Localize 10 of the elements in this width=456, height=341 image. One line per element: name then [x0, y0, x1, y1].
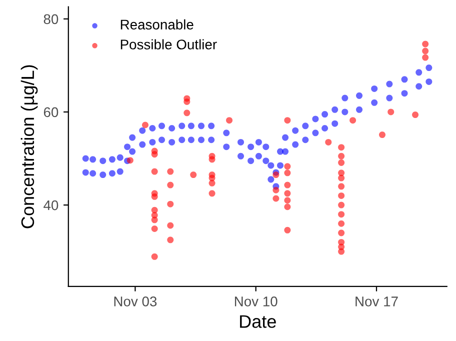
- x-tick-label: Nov 17: [356, 296, 398, 306]
- x-tick-label: Nov 10: [234, 296, 278, 306]
- x-axis-title: Date: [240, 315, 276, 328]
- legend-label: Possible Outlier: [120, 39, 217, 50]
- x-tick-label: Nov 03: [114, 296, 157, 306]
- legend-label: Reasonable: [120, 19, 194, 30]
- y-tick-label: 80: [44, 14, 58, 24]
- y-axis-title: Concentration (µg/L): [20, 65, 38, 228]
- y-tick-label: 40: [44, 200, 58, 210]
- y-tick-label: 60: [44, 107, 58, 118]
